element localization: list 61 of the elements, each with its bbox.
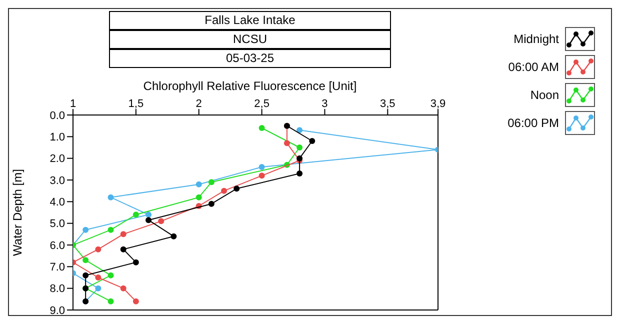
legend-label: Midnight (514, 32, 559, 46)
point (258, 172, 265, 179)
legend-label: 06:00 AM (508, 60, 559, 74)
y-tick-label: 8.0 (50, 283, 65, 296)
point (309, 138, 316, 144)
point (108, 272, 114, 278)
legend-label: 06:00 PM (508, 116, 559, 130)
y-tick-label: 4.0 (50, 196, 65, 209)
point (95, 246, 102, 252)
point (120, 285, 126, 292)
x-tick-label: 3 (322, 98, 328, 110)
y-axis-title: Water Depth [m] (10, 169, 24, 256)
point (234, 186, 240, 192)
point (258, 164, 265, 170)
point (208, 200, 214, 207)
point (95, 285, 102, 292)
point (132, 259, 139, 266)
point (296, 144, 303, 150)
y-tick-label: 9.0 (50, 304, 65, 317)
point (158, 218, 164, 224)
x-tick-label: 2 (196, 98, 202, 110)
point (132, 212, 139, 218)
chart-title: Falls Lake Intake (110, 12, 390, 31)
y-tick-label: 6.0 (50, 240, 65, 252)
point (196, 181, 202, 188)
point (296, 170, 303, 176)
y-tick-label: 7.0 (50, 262, 65, 274)
point (108, 298, 114, 304)
point (196, 194, 202, 200)
point (132, 298, 139, 304)
text: 05-03-25 (224, 50, 276, 67)
y-tick-label: 5.0 (50, 218, 65, 230)
point (95, 274, 102, 280)
point (120, 231, 126, 238)
y-tick-label: 0.0 (50, 110, 65, 122)
legend-label: Noon (530, 88, 559, 102)
y-tick-label: 1.0 (50, 132, 65, 144)
x-axis-title: Chlorophyll Relative Fluorescence [Unit] (142, 79, 358, 93)
point (82, 272, 89, 278)
y-tick-label: 3.0 (50, 174, 65, 187)
point (82, 226, 89, 233)
point (284, 140, 290, 146)
y-tick-label: 2.0 (50, 153, 65, 166)
point (108, 226, 114, 233)
point (146, 212, 152, 218)
point (82, 257, 89, 264)
x-tick-label: 2,5 (254, 98, 270, 110)
chart-subtitle: NCSU (110, 31, 390, 50)
point (296, 127, 303, 134)
x-tick-label: 1 (70, 98, 76, 110)
point (108, 194, 114, 200)
point (120, 246, 126, 252)
point (170, 233, 177, 240)
point (221, 188, 228, 194)
point (296, 155, 303, 162)
point (146, 217, 152, 224)
point (208, 179, 214, 186)
x-tick-label: 3,5 (380, 98, 396, 110)
x-tick-label: 3,9 (430, 98, 446, 110)
x-tick-label: 1,5 (128, 98, 144, 110)
point (258, 125, 265, 131)
